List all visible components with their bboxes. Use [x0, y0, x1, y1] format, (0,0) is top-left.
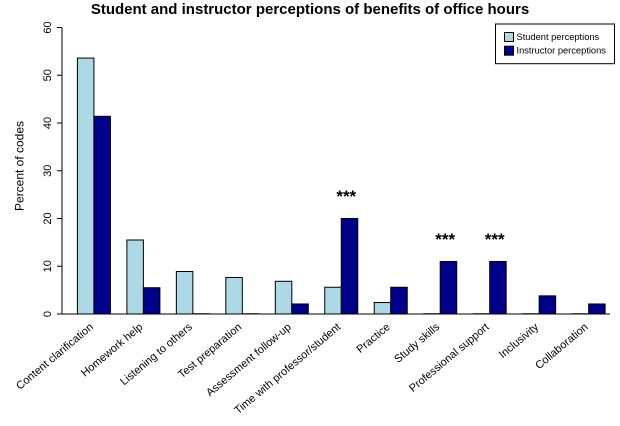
svg-text:40: 40: [42, 117, 54, 129]
svg-text:30: 30: [42, 165, 54, 177]
svg-text:***: ***: [336, 187, 356, 206]
svg-text:10: 10: [42, 260, 54, 272]
svg-text:Instructor perceptions: Instructor perceptions: [517, 46, 607, 56]
svg-text:Percent of codes: Percent of codes: [13, 121, 27, 211]
svg-text:20: 20: [42, 212, 54, 224]
svg-text:0: 0: [42, 311, 54, 317]
svg-text:Student and instructor percept: Student and instructor perceptions of be…: [91, 1, 529, 18]
svg-text:50: 50: [42, 69, 54, 81]
svg-text:Student perceptions: Student perceptions: [517, 32, 600, 42]
svg-text:***: ***: [485, 230, 505, 249]
svg-text:60: 60: [42, 21, 54, 33]
svg-text:***: ***: [435, 230, 455, 249]
